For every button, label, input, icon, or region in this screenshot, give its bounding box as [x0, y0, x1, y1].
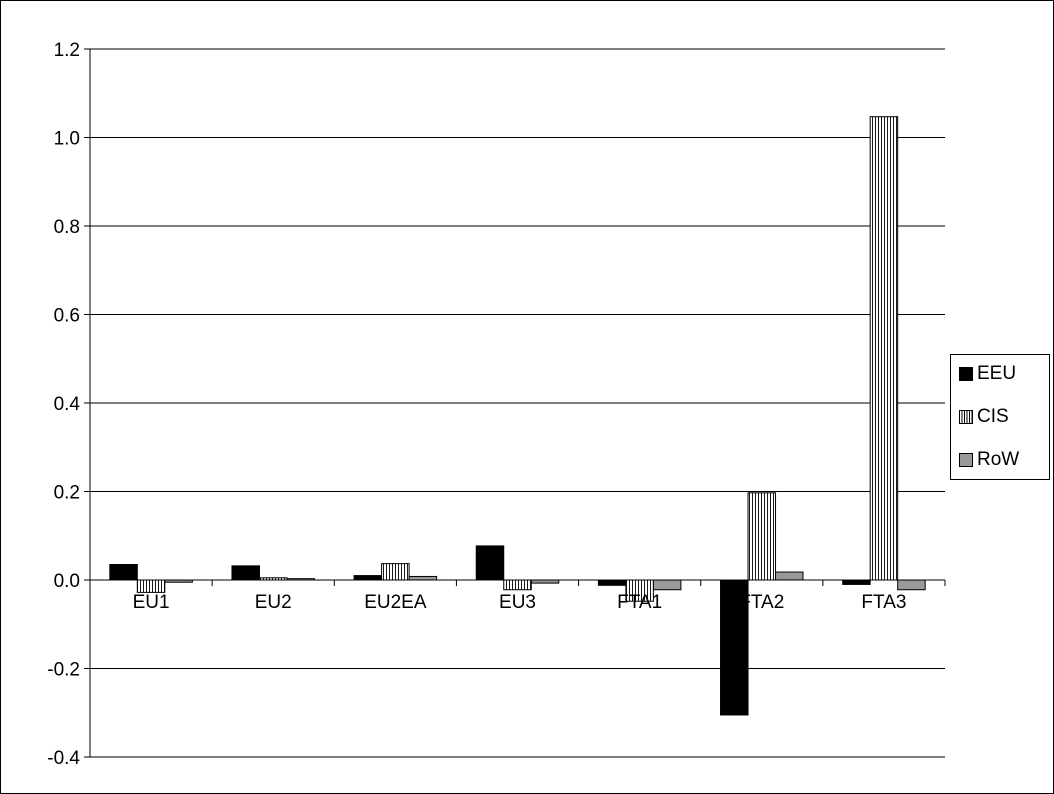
bar-row-fta2 [775, 571, 804, 581]
x-tick-label: EU2EA [364, 592, 427, 613]
legend-item-cis: CIS [959, 405, 1009, 429]
y-tick-label: 1.0 [54, 129, 80, 150]
bar-cis-eu2ea [381, 563, 410, 581]
y-tick-label: -0.4 [47, 748, 80, 769]
x-tick-label: EU3 [499, 592, 536, 613]
y-tick-label: 0.4 [54, 394, 81, 415]
bar-row-eu2ea [408, 575, 438, 581]
x-tick-label: EU2 [255, 592, 292, 613]
bar-eeu-eu2 [231, 565, 260, 581]
legend-swatch-eeu [959, 367, 973, 381]
bar-eeu-eu2ea [353, 575, 383, 581]
legend-item-eeu: EEU [959, 362, 1016, 386]
gridlines [90, 48, 945, 758]
y-tick-label: -0.2 [47, 660, 80, 681]
y-tick-label: 0.2 [54, 483, 80, 504]
x-tick-label: FTA2 [739, 592, 784, 613]
bar-row-fta3 [897, 579, 926, 591]
y-tick-label: 0.8 [54, 217, 80, 238]
axes [84, 48, 946, 758]
bar-cis-eu1 [136, 579, 166, 593]
bar-row-fta1 [652, 579, 682, 591]
x-tick-label: FTA1 [617, 592, 662, 613]
legend-swatch-row [959, 453, 973, 467]
legend: EEU CIS RoW [950, 354, 1050, 480]
bar-eeu-eu1 [109, 564, 138, 581]
x-tick-label: EU1 [133, 592, 170, 613]
legend-label-cis: CIS [977, 406, 1009, 427]
bar-eeu-fta3 [842, 579, 871, 585]
legend-swatch-cis [959, 410, 973, 424]
legend-item-row: RoW [959, 448, 1019, 472]
legend-label-eeu: EEU [977, 363, 1017, 384]
legend-label-row: RoW [977, 449, 1020, 470]
y-tick-label: 0.6 [54, 306, 80, 327]
bar-cis-fta3 [869, 116, 899, 581]
y-tick-label: 1.2 [54, 40, 80, 61]
x-tick-label: FTA3 [861, 592, 906, 613]
tick-labels: 1.2 1.0 0.8 0.6 0.4 0.2 0.0 -0.2 -0.4 EU1 EU2 EU2EA… [47, 40, 906, 769]
y-tick-label: 0.0 [54, 571, 80, 592]
bar-cis-eu3 [503, 579, 532, 591]
bar-cis-fta2 [747, 492, 777, 581]
bar-eeu-eu3 [475, 545, 505, 581]
bar-eeu-fta2 [720, 579, 749, 716]
bar-eeu-fta1 [597, 579, 627, 586]
bars [109, 116, 926, 716]
